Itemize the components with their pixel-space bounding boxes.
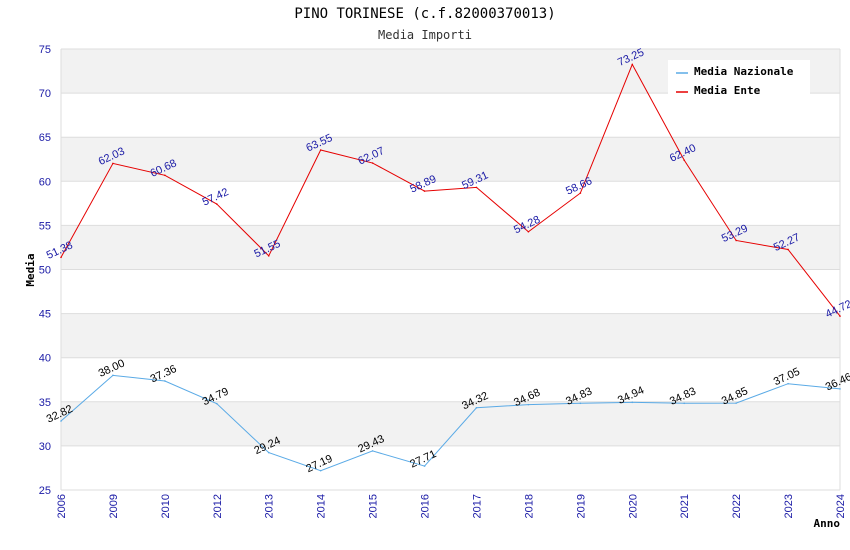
data-label-nazionale: 36.46 xyxy=(824,371,850,394)
y-axis-title: Media xyxy=(24,253,37,286)
data-point-nazionale xyxy=(112,374,114,377)
y-tick-label: 35 xyxy=(39,397,51,409)
y-tick-label: 25 xyxy=(39,485,51,497)
y-tick-label: 75 xyxy=(39,44,51,56)
data-point-nazionale xyxy=(787,382,789,385)
x-tick-label: 2013 xyxy=(264,494,276,518)
x-tick-label: 2017 xyxy=(471,494,483,518)
data-point-ente xyxy=(60,256,62,259)
x-tick-label: 2014 xyxy=(316,494,328,518)
legend-box xyxy=(668,60,810,100)
x-tick-label: 2009 xyxy=(108,494,120,518)
x-tick-label: 2023 xyxy=(783,494,795,518)
y-tick-label: 45 xyxy=(39,309,51,321)
data-label-nazionale: 27.19 xyxy=(304,453,334,476)
data-point-ente xyxy=(164,174,166,177)
x-tick-label: 2021 xyxy=(679,494,691,518)
data-point-nazionale xyxy=(683,402,685,405)
plot-band xyxy=(61,137,840,182)
data-point-nazionale xyxy=(579,402,582,405)
data-point-nazionale xyxy=(319,469,322,472)
y-tick-label: 40 xyxy=(39,353,51,365)
data-point-ente xyxy=(527,230,530,233)
y-tick-label: 65 xyxy=(39,132,51,144)
data-point-nazionale xyxy=(527,403,530,406)
x-axis-title: Anno xyxy=(814,517,841,530)
x-tick-label: 2018 xyxy=(523,494,535,518)
y-tick-label: 70 xyxy=(39,88,51,100)
plot-band xyxy=(61,313,840,358)
y-tick-label: 55 xyxy=(39,220,51,232)
data-point-ente xyxy=(423,190,426,192)
plot-band xyxy=(61,225,840,270)
y-tick-label: 30 xyxy=(39,441,51,453)
x-tick-label: 2024 xyxy=(835,494,847,518)
data-point-nazionale xyxy=(735,402,737,404)
data-label-ente: 57.42 xyxy=(201,186,231,209)
data-point-nazionale xyxy=(839,388,841,390)
legend: Media Nazionale Media Ente xyxy=(668,60,810,100)
series-line-ente xyxy=(60,63,841,317)
data-point-nazionale xyxy=(371,450,374,452)
x-tick-label: 2015 xyxy=(368,494,380,518)
x-tick-label: 2010 xyxy=(160,494,172,518)
data-point-nazionale xyxy=(475,406,478,409)
data-point-ente xyxy=(319,149,322,151)
data-point-ente xyxy=(371,162,374,164)
data-label-nazionale: 37.36 xyxy=(149,363,179,386)
data-point-nazionale xyxy=(164,380,166,382)
data-point-ente xyxy=(631,63,634,66)
data-point-nazionale xyxy=(60,420,62,422)
x-tick-label: 2022 xyxy=(731,494,743,518)
data-point-ente xyxy=(839,315,841,317)
data-point-ente xyxy=(112,162,114,165)
data-point-ente xyxy=(475,186,478,189)
y-tick-label: 50 xyxy=(39,265,51,277)
legend-label-ente: Media Ente xyxy=(694,84,761,97)
x-tick-label: 2006 xyxy=(56,494,68,518)
data-point-ente xyxy=(683,159,685,161)
legend-label-nazionale: Media Nazionale xyxy=(694,65,794,78)
y-tick-label: 60 xyxy=(39,176,51,188)
data-point-ente xyxy=(216,203,218,205)
x-tick-label: 2020 xyxy=(627,494,639,518)
data-point-nazionale xyxy=(423,465,426,467)
data-point-nazionale xyxy=(216,402,218,405)
data-point-ente xyxy=(579,192,582,194)
data-label-nazionale: 27.71 xyxy=(408,448,438,471)
x-tick-label: 2012 xyxy=(212,494,224,518)
series-line-nazionale xyxy=(60,374,841,472)
chart-title: PINO TORINESE (c.f.82000370013) xyxy=(294,6,555,22)
plot-band xyxy=(61,401,840,446)
data-point-nazionale xyxy=(631,401,634,404)
chart-subtitle: Media Importi xyxy=(378,28,472,42)
data-point-ente xyxy=(267,255,270,257)
data-point-ente xyxy=(787,248,789,251)
x-tick-label: 2016 xyxy=(420,494,432,518)
data-point-nazionale xyxy=(267,451,270,454)
x-tick-label: 2019 xyxy=(575,494,587,518)
data-point-ente xyxy=(735,239,737,242)
